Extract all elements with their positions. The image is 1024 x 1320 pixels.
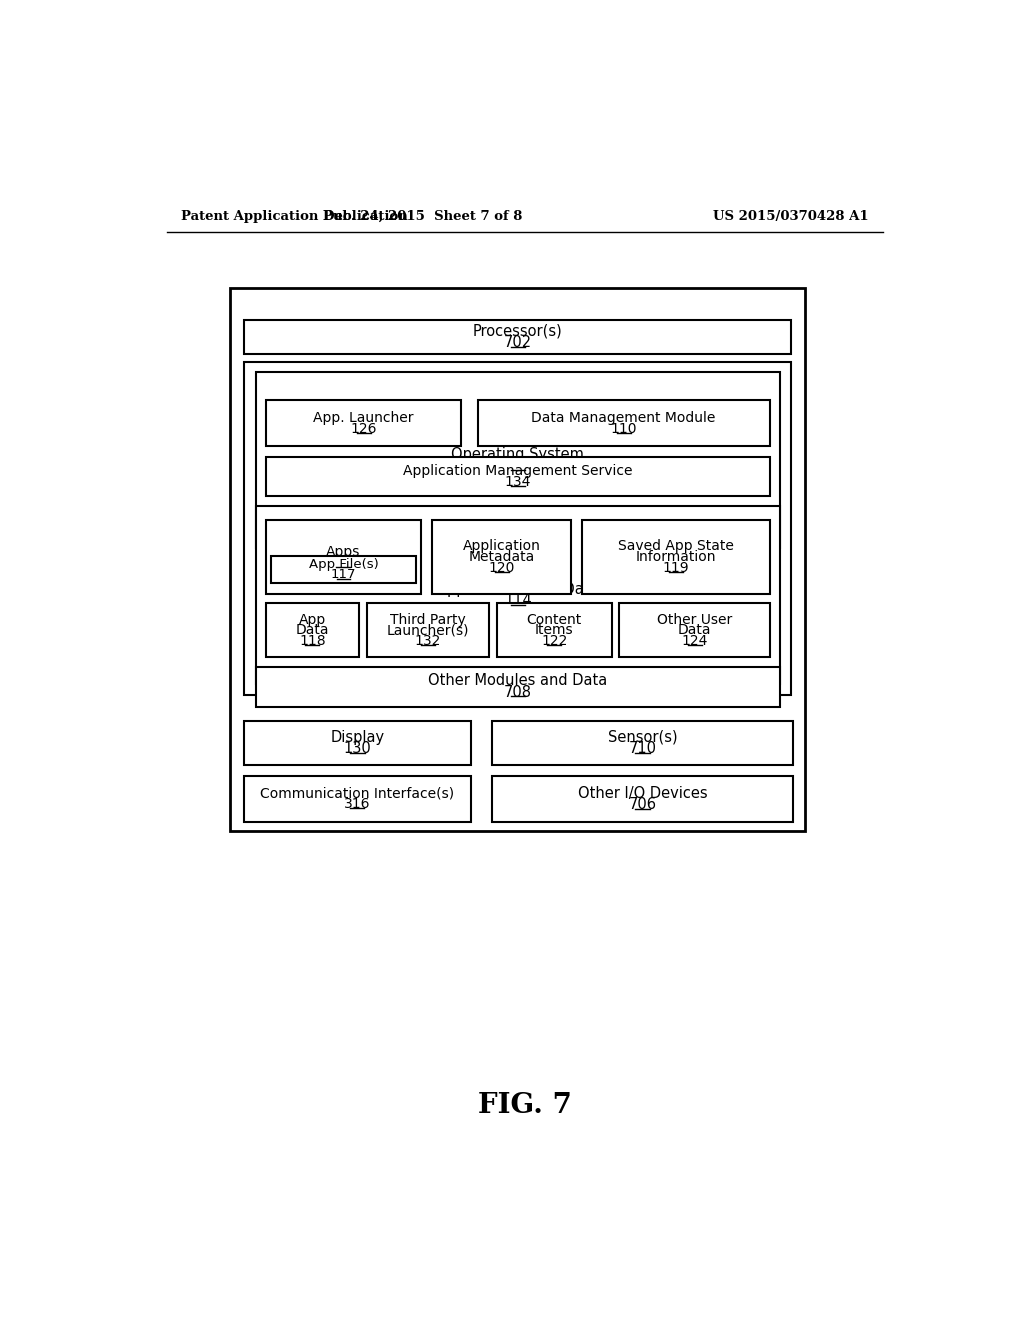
Text: 702: 702 — [504, 335, 531, 350]
Text: Patent Application Publication: Patent Application Publication — [180, 210, 408, 223]
Text: Applications and Data: Applications and Data — [437, 582, 599, 597]
Text: FIG. 7: FIG. 7 — [478, 1092, 571, 1119]
Text: Communication Interface(s): Communication Interface(s) — [260, 787, 455, 801]
Text: 112: 112 — [504, 458, 531, 474]
FancyBboxPatch shape — [620, 603, 770, 657]
Text: 704: 704 — [504, 527, 531, 543]
FancyBboxPatch shape — [256, 372, 779, 548]
Text: Application Management Service: Application Management Service — [403, 465, 633, 478]
FancyBboxPatch shape — [256, 667, 779, 706]
FancyBboxPatch shape — [266, 603, 359, 657]
Text: 130: 130 — [343, 741, 372, 756]
FancyBboxPatch shape — [271, 556, 416, 583]
Text: 119: 119 — [663, 561, 689, 576]
Text: Launcher(s): Launcher(s) — [387, 623, 469, 638]
Text: 102: 102 — [504, 557, 532, 573]
Text: 132: 132 — [415, 634, 441, 648]
Text: Other Modules and Data: Other Modules and Data — [428, 673, 607, 689]
FancyBboxPatch shape — [497, 603, 611, 657]
Text: Sensor(s): Sensor(s) — [608, 730, 678, 744]
Text: Saved App State: Saved App State — [618, 540, 734, 553]
Text: 708: 708 — [504, 685, 531, 700]
Text: Content: Content — [526, 612, 582, 627]
Text: Dec. 24, 2015  Sheet 7 of 8: Dec. 24, 2015 Sheet 7 of 8 — [323, 210, 522, 223]
Text: 134: 134 — [505, 475, 531, 488]
FancyBboxPatch shape — [432, 520, 571, 594]
Text: Metadata: Metadata — [468, 550, 535, 564]
Text: 110: 110 — [610, 421, 637, 436]
Text: Information: Information — [636, 550, 716, 564]
Text: Data Management Module: Data Management Module — [531, 411, 716, 425]
Text: 114: 114 — [504, 593, 531, 609]
Text: Display: Display — [331, 730, 384, 744]
Text: 118: 118 — [299, 634, 326, 648]
Text: 122: 122 — [541, 634, 567, 648]
FancyBboxPatch shape — [245, 721, 471, 766]
Text: US 2015/0370428 A1: US 2015/0370428 A1 — [714, 210, 869, 223]
Text: Computer-Readable Media: Computer-Readable Media — [421, 516, 614, 531]
FancyBboxPatch shape — [493, 721, 793, 766]
FancyBboxPatch shape — [245, 321, 792, 354]
FancyBboxPatch shape — [245, 776, 471, 822]
Text: 117: 117 — [331, 568, 356, 581]
FancyBboxPatch shape — [266, 457, 770, 496]
FancyBboxPatch shape — [266, 520, 421, 594]
FancyBboxPatch shape — [477, 400, 770, 446]
Text: 120: 120 — [488, 561, 515, 576]
Text: 124: 124 — [681, 634, 708, 648]
Text: App: App — [299, 612, 326, 627]
FancyBboxPatch shape — [256, 507, 779, 684]
Text: App. Launcher: App. Launcher — [313, 411, 414, 425]
Text: 706: 706 — [629, 797, 656, 812]
Text: Application: Application — [463, 540, 541, 553]
Text: Data: Data — [678, 623, 712, 638]
FancyBboxPatch shape — [583, 520, 770, 594]
Text: Items: Items — [535, 623, 573, 638]
FancyBboxPatch shape — [245, 363, 792, 696]
Text: Processor(s): Processor(s) — [473, 323, 563, 339]
Text: Electronic Device: Electronic Device — [452, 545, 585, 561]
Text: Third Party: Third Party — [390, 612, 466, 627]
FancyBboxPatch shape — [367, 603, 489, 657]
Text: Data: Data — [296, 623, 329, 638]
Text: 316: 316 — [344, 797, 371, 812]
Text: Other I/O Devices: Other I/O Devices — [578, 785, 708, 801]
Text: Operating System: Operating System — [452, 447, 585, 462]
FancyBboxPatch shape — [266, 400, 461, 446]
Text: Apps: Apps — [327, 545, 360, 558]
FancyBboxPatch shape — [493, 776, 793, 822]
Text: Other User: Other User — [657, 612, 732, 627]
Text: App File(s): App File(s) — [308, 558, 378, 572]
Text: 710: 710 — [629, 741, 656, 756]
Text: 126: 126 — [350, 421, 377, 436]
FancyBboxPatch shape — [230, 288, 805, 830]
Text: 116: 116 — [330, 556, 356, 570]
